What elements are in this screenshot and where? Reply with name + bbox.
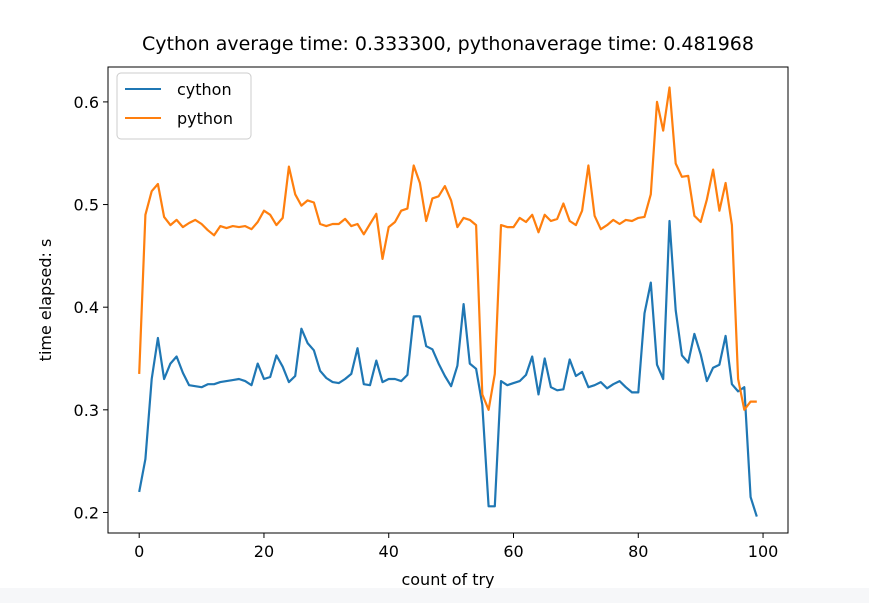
window-bottom-strip bbox=[0, 588, 869, 603]
y-tick-label: 0.2 bbox=[74, 503, 99, 522]
y-axis-label: time elapsed: s bbox=[36, 239, 55, 362]
series-line-cython bbox=[138, 219, 758, 517]
chart-title: Cython average time: 0.333300, pythonave… bbox=[142, 33, 754, 55]
x-tick-label: 60 bbox=[503, 542, 523, 561]
y-tick-label: 0.4 bbox=[74, 298, 99, 317]
legend: cython python bbox=[116, 72, 252, 140]
x-tick-label: 0 bbox=[134, 542, 144, 561]
y-tick-label: 0.6 bbox=[74, 93, 99, 112]
x-tick-label: 20 bbox=[254, 542, 274, 561]
plot-area bbox=[138, 86, 758, 517]
plot-frame bbox=[107, 66, 789, 534]
x-tick-label: 80 bbox=[628, 542, 648, 561]
axis-ticks: 0 20 40 60 80 100 0.2 0.3 0.4 0.5 0.6 bbox=[74, 93, 779, 561]
y-tick-label: 0.3 bbox=[74, 401, 99, 420]
chart-canvas: Cython average time: 0.333300, pythonave… bbox=[36, 33, 789, 588]
series-line-python bbox=[138, 86, 757, 411]
x-axis-label: count of try bbox=[401, 570, 494, 588]
legend-label-cython: cython bbox=[177, 80, 232, 99]
y-tick-label: 0.5 bbox=[74, 196, 99, 215]
x-tick-label: 100 bbox=[748, 542, 779, 561]
legend-label-python: python bbox=[177, 109, 233, 128]
x-tick-label: 40 bbox=[379, 542, 399, 561]
